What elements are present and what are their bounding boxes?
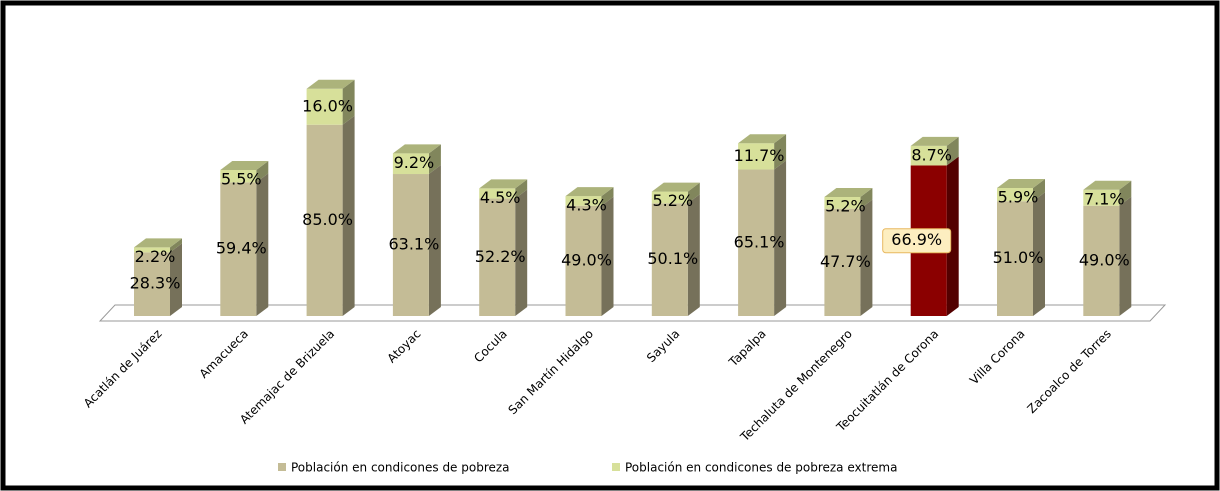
bar-side [687,194,700,316]
value-label: 51.0% [993,248,1044,267]
value-label: 7.1% [1084,189,1125,208]
bar-top [134,238,182,248]
bar-side [774,160,787,316]
bar [134,247,170,253]
bar [651,203,688,316]
value-label: 4.5% [480,188,521,207]
bar [1083,205,1120,316]
bar [565,196,602,206]
value-label: 5.2% [652,191,693,210]
bar [651,191,688,204]
value-label: 5.2% [825,196,866,215]
bar-top [392,144,441,154]
legend-label: Población en condicones de pobreza extre… [625,461,897,475]
bar [134,252,170,316]
bar-top [306,79,355,89]
bar-side [601,196,614,316]
value-label: 5.5% [221,169,262,188]
bar-side [1033,178,1045,202]
value-label: 65.1% [734,232,785,251]
bar-side [170,243,182,316]
bar [738,143,775,170]
value-label: 63.1% [388,235,439,254]
legend-swatch [612,463,620,471]
bar-side [515,179,528,199]
value-label: 11.7% [734,146,785,165]
bar-side [428,144,441,175]
value-label: 52.2% [475,247,526,266]
bar-side [342,79,355,125]
bar [306,124,343,316]
value-label: 2.2% [135,247,176,266]
bar-top [738,134,787,144]
bar-top [824,187,873,197]
value-label: 85.0% [302,210,353,229]
bar-top [651,182,700,192]
value-label: 16.0% [302,96,353,115]
value-label: 9.2% [394,153,435,172]
value-label: 28.3% [130,274,181,293]
bar [306,88,343,125]
bar-side [1119,196,1132,316]
bar [479,188,516,199]
bar-top [1083,180,1132,190]
value-label: 4.3% [566,196,607,215]
bar [479,198,516,316]
bar-side [774,134,787,170]
bar [392,174,429,316]
bar-side [428,165,441,316]
bar [565,205,602,316]
bar [1083,189,1120,206]
bar-side [1033,192,1045,316]
bar-side [256,173,269,316]
bar-side [1119,180,1132,206]
bar-side [860,199,873,316]
bar-side [342,115,355,316]
bar-side [687,182,700,204]
value-label: 49.0% [561,250,612,269]
bar-side [601,187,614,206]
value-label: 66.9% [891,230,942,249]
value-label: 5.9% [998,187,1039,206]
bar-side [946,136,959,166]
bar [220,182,257,316]
bar-side [515,189,528,316]
legend-label: Población en condicones de pobreza [291,461,510,475]
bar-top [479,179,528,189]
bar [997,201,1033,316]
bar-top [910,136,959,146]
value-label: 49.0% [1079,250,1130,269]
bar [220,169,257,183]
bar-top [565,187,614,197]
bar-side [946,156,959,316]
bar [910,145,947,166]
bar [392,153,429,175]
label-box [882,228,952,254]
value-label: 8.7% [911,145,952,164]
legend-swatch [278,463,286,471]
value-label: 47.7% [820,252,871,271]
bar-side [860,187,873,209]
bar [738,169,775,316]
bar [824,208,861,316]
value-label: 50.1% [647,249,698,268]
floor [98,304,1167,322]
bar-top [220,160,269,170]
bar-top [997,178,1045,188]
bar-side [256,160,269,183]
value-label: 59.4% [216,239,267,258]
bar [997,187,1033,202]
bar-side [170,238,182,253]
bar [824,196,861,209]
